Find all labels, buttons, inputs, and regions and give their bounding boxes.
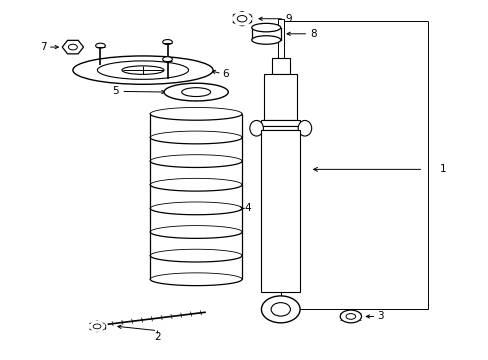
Text: 7: 7 [40,42,46,52]
Ellipse shape [251,36,280,44]
Ellipse shape [182,88,210,96]
Ellipse shape [237,15,246,22]
Text: 8: 8 [309,29,316,39]
Ellipse shape [68,44,77,50]
Ellipse shape [96,43,105,48]
Ellipse shape [73,56,213,84]
Bar [261,130,300,292]
Ellipse shape [163,57,172,62]
Ellipse shape [163,40,172,45]
Ellipse shape [270,303,290,316]
Text: 2: 2 [154,332,161,342]
Bar [271,58,289,74]
Ellipse shape [298,121,311,136]
Text: 6: 6 [223,69,229,79]
Bar [251,28,280,40]
Bar [277,19,283,58]
Ellipse shape [251,23,280,32]
Text: 4: 4 [244,203,251,213]
Text: 3: 3 [377,311,383,321]
Text: 9: 9 [285,14,292,24]
Text: 1: 1 [439,165,446,174]
Ellipse shape [261,296,300,323]
Bar [261,120,300,126]
Ellipse shape [249,121,263,136]
Ellipse shape [163,83,228,101]
Ellipse shape [93,324,101,329]
Text: 5: 5 [112,86,119,96]
Ellipse shape [340,310,361,323]
Bar [264,74,297,120]
Ellipse shape [97,61,188,79]
Bar [251,126,309,130]
Ellipse shape [346,314,355,319]
Ellipse shape [122,66,163,75]
